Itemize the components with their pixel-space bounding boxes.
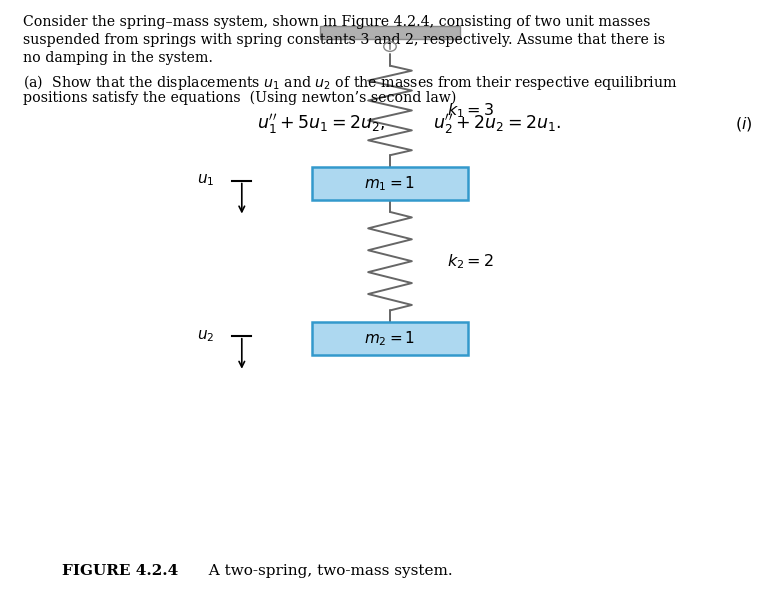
FancyBboxPatch shape (312, 322, 468, 355)
Text: (a)  Show that the displacements $u_1$ and $u_2$ of the masses from their respec: (a) Show that the displacements $u_1$ an… (23, 73, 678, 92)
Text: $m_1 = 1$: $m_1 = 1$ (364, 174, 416, 193)
Text: $m_2 = 1$: $m_2 = 1$ (364, 330, 416, 348)
Text: $k_2 = 2$: $k_2 = 2$ (447, 252, 494, 270)
Text: $(i)$: $(i)$ (735, 115, 753, 133)
Text: $u_2$: $u_2$ (197, 328, 215, 344)
Text: $u_1$: $u_1$ (197, 173, 215, 189)
Bar (320, 26, 460, 39)
Text: suspended from springs with spring constants 3 and 2, respectively. Assume that : suspended from springs with spring const… (23, 33, 665, 47)
Text: $u_2'' + 2u_2 = 2u_1.$: $u_2'' + 2u_2 = 2u_1.$ (433, 112, 561, 136)
FancyBboxPatch shape (312, 167, 468, 200)
Text: A two-spring, two-mass system.: A two-spring, two-mass system. (199, 564, 452, 578)
Text: $u_1'' + 5u_1 = 2u_2,$: $u_1'' + 5u_1 = 2u_2,$ (257, 112, 385, 136)
Text: Consider the spring–mass system, shown in Figure 4.2.4, consisting of two unit m: Consider the spring–mass system, shown i… (23, 15, 651, 29)
Text: FIGURE 4.2.4: FIGURE 4.2.4 (62, 564, 179, 578)
Text: no damping in the system.: no damping in the system. (23, 51, 214, 64)
Text: positions satisfy the equations  (Using newton’s second law): positions satisfy the equations (Using n… (23, 91, 457, 105)
Text: $k_1 = 3$: $k_1 = 3$ (447, 101, 495, 120)
